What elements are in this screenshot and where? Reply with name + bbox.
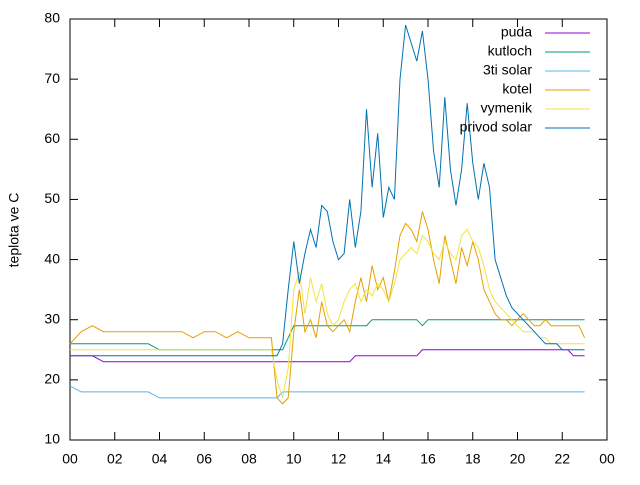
legend-label: kutloch [488, 43, 532, 59]
y-tick-label: 40 [44, 250, 60, 266]
x-tick-label: 00 [599, 451, 615, 467]
y-tick-label: 50 [44, 190, 60, 206]
series-line [69, 211, 586, 405]
series-line [70, 349, 585, 363]
x-tick-label: 12 [331, 451, 347, 467]
x-tick-label: 08 [241, 451, 257, 467]
x-tick-label: 04 [152, 451, 168, 467]
x-tick-label: 10 [286, 451, 302, 467]
y-tick-label: 60 [44, 130, 60, 146]
series-line [70, 24, 585, 357]
y-tick-label: 70 [44, 70, 60, 86]
y-tick-label: 80 [44, 10, 60, 26]
x-tick-label: 14 [375, 451, 391, 467]
x-tick-label: 18 [465, 451, 481, 467]
legend-label: 3ti solar [483, 62, 532, 78]
x-tick-label: 00 [62, 451, 78, 467]
x-tick-label: 06 [196, 451, 212, 467]
x-tick-label: 16 [420, 451, 436, 467]
series-line [69, 385, 585, 399]
x-tick-label: 02 [107, 451, 123, 467]
legend-label: privod solar [460, 119, 533, 135]
y-tick-label: 20 [44, 371, 60, 387]
legend-label: vymenik [481, 100, 533, 116]
y-tick-label: 10 [44, 431, 60, 447]
series-line [70, 228, 585, 399]
y-axis-label: teplota ve C [6, 193, 22, 268]
legend-label: puda [501, 24, 532, 40]
x-tick-label: 22 [554, 451, 570, 467]
legend-label: kotel [502, 81, 532, 97]
y-tick-label: 30 [44, 310, 60, 326]
x-tick-label: 20 [510, 451, 526, 467]
